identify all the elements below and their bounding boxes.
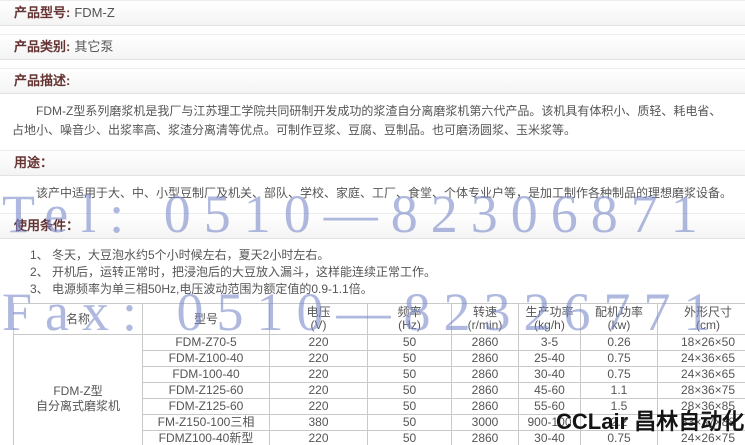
table-cell: 50 — [367, 382, 452, 399]
table-cell: 220 — [269, 398, 368, 415]
header-voltage: 电压 (V) — [269, 303, 368, 335]
table-cell: 45-60 — [518, 382, 581, 399]
table-cell: 50 — [367, 350, 452, 367]
header-model: 型号 — [142, 303, 270, 335]
table-cell: 2860 — [451, 334, 519, 351]
model-label: 产品型号: — [14, 5, 71, 20]
table-cell: 1.5 — [580, 398, 658, 415]
table-cell: 0.75 — [580, 366, 658, 383]
table-cell: 2860 — [451, 398, 519, 415]
description-label: 产品描述: — [14, 73, 71, 88]
header-capacity: 生产功率 (kg/h) — [518, 303, 581, 335]
table-row: FDM-Z100-40 220 50 2860 25-40 0.75 24×36… — [14, 350, 745, 367]
header-power: 配机功率 (kw) — [580, 303, 658, 335]
table-cell: 2.2 — [580, 414, 658, 431]
section-bar-conditions: 使用条件： — [0, 213, 745, 239]
table-cell: FM-Z150-100三相 — [142, 414, 270, 431]
model-value: FDM-Z — [74, 5, 115, 20]
section-bar-usage: 用途： — [0, 150, 745, 176]
table-cell: FDM-Z125-60 — [142, 398, 270, 415]
table-cell: 220 — [269, 430, 368, 445]
table-cell: 28×36×85 — [657, 398, 745, 415]
table-cell: 3-5 — [518, 334, 581, 351]
table-cell: 220 — [269, 366, 368, 383]
usage-label: 用途： — [14, 155, 54, 170]
table-cell: 1.1 — [580, 382, 658, 399]
table-header-row: 名称 型号 电压 (V) 频率 (Hz) 转速 (r/min) 生产功率 (kg/h) … — [13, 303, 745, 335]
header-name: 名称 — [13, 303, 143, 335]
condition-item: 3、 电源频率为单三相50Hz,电压波动范围为额定值的0.9-1.1倍。 — [30, 282, 373, 296]
table-cell: 28×36×75 — [657, 382, 745, 399]
table-cell: 0.75 — [580, 350, 658, 367]
table-row: FDMZ100-40新型 220 50 2860 30-40 0.75 24×2… — [14, 430, 745, 445]
table-cell: 50 — [367, 398, 452, 415]
condition-item: 2、 开机后，运转正常时，把浸泡后的大豆放入漏斗，这样能连续正常工作。 — [30, 265, 437, 279]
section-bar-model: 产品型号: FDM-Z — [0, 0, 745, 26]
table-cell: 2860 — [451, 366, 519, 383]
table-cell: 30-40 — [518, 366, 581, 383]
condition-item: 1、 冬天，大豆泡水约5个小时候左右，夏天2小时左右。 — [30, 248, 330, 262]
table-cell: FDMZ100-40新型 — [142, 430, 270, 445]
table-row: FM-Z150-100三相 380 50 3000 900-100 2.2 33… — [14, 414, 745, 431]
conditions-label: 使用条件： — [14, 218, 80, 233]
section-bar-category: 产品类别: 其它泵 — [0, 34, 745, 60]
category-label: 产品类别: — [14, 39, 71, 54]
table-cell: FDM-Z125-60 — [142, 382, 270, 399]
table-cell: 0.26 — [580, 334, 658, 351]
conditions-list: 1、 冬天，大豆泡水约5个小时候左右，夏天2小时左右。 2、 开机后，运转正常时… — [30, 247, 745, 297]
table-cell: 380 — [269, 414, 368, 431]
table-cell: 24×36×65 — [657, 366, 745, 383]
table-cell: 25-40 — [518, 350, 581, 367]
table-cell: 30-40 — [518, 430, 581, 445]
usage-paragraph: 该产中适用于大、中、小型豆制厂及机关、部队、学校、家庭、工厂、食堂、个体专业户等… — [36, 186, 733, 200]
table-cell: 55-60 — [518, 398, 581, 415]
table-cell: 220 — [269, 350, 368, 367]
table-cell: FDM-Z70-5 — [142, 334, 270, 351]
table-cell: FDM-100-40 — [142, 366, 270, 383]
table-cell: 50 — [367, 414, 452, 431]
category-value: 其它泵 — [74, 39, 114, 54]
table-cell: 24×26×75 — [657, 430, 745, 445]
table-cell: 24×36×65 — [657, 350, 745, 367]
table-cell: 220 — [269, 334, 368, 351]
table-row: FDM-Z型 自分离式磨浆机 FDM-Z70-5 220 50 2860 3-5… — [13, 334, 745, 445]
description-paragraph: FDM-Z型系列磨浆机是我厂与江苏理工学院共同研制开发成功的浆渣自分离磨浆机第六… — [12, 104, 722, 137]
table-cell: 2860 — [451, 382, 519, 399]
table-cell: 18×26×50 — [657, 334, 745, 351]
table-cell: 0.75 — [580, 430, 658, 445]
table-cell: 220 — [269, 382, 368, 399]
header-dimensions: 外形尺寸 (cm) — [657, 303, 745, 335]
table-cell: 50 — [367, 366, 452, 383]
section-bar-description: 产品描述: — [0, 68, 745, 94]
header-speed: 转速 (r/min) — [451, 303, 519, 335]
table-cell: 33×37×88 — [657, 414, 745, 431]
table-cell: FDM-Z100-40 — [142, 350, 270, 367]
table-cell: 2860 — [451, 430, 519, 445]
merged-name-cell: FDM-Z型 自分离式磨浆机 — [13, 334, 143, 445]
table-cell: 50 — [367, 430, 452, 445]
table-cell: 2860 — [451, 350, 519, 367]
table-cell: 900-100 — [518, 414, 581, 431]
spec-table: 名称 型号 电压 (V) 频率 (Hz) 转速 (r/min) 生产功率 (kg/h) … — [13, 303, 745, 445]
table-row: FDM-Z125-60 220 50 2860 55-60 1.5 28×36×… — [14, 398, 745, 415]
header-frequency: 频率 (Hz) — [367, 303, 452, 335]
table-cell: 3000 — [451, 414, 519, 431]
table-cell: 50 — [367, 334, 452, 351]
